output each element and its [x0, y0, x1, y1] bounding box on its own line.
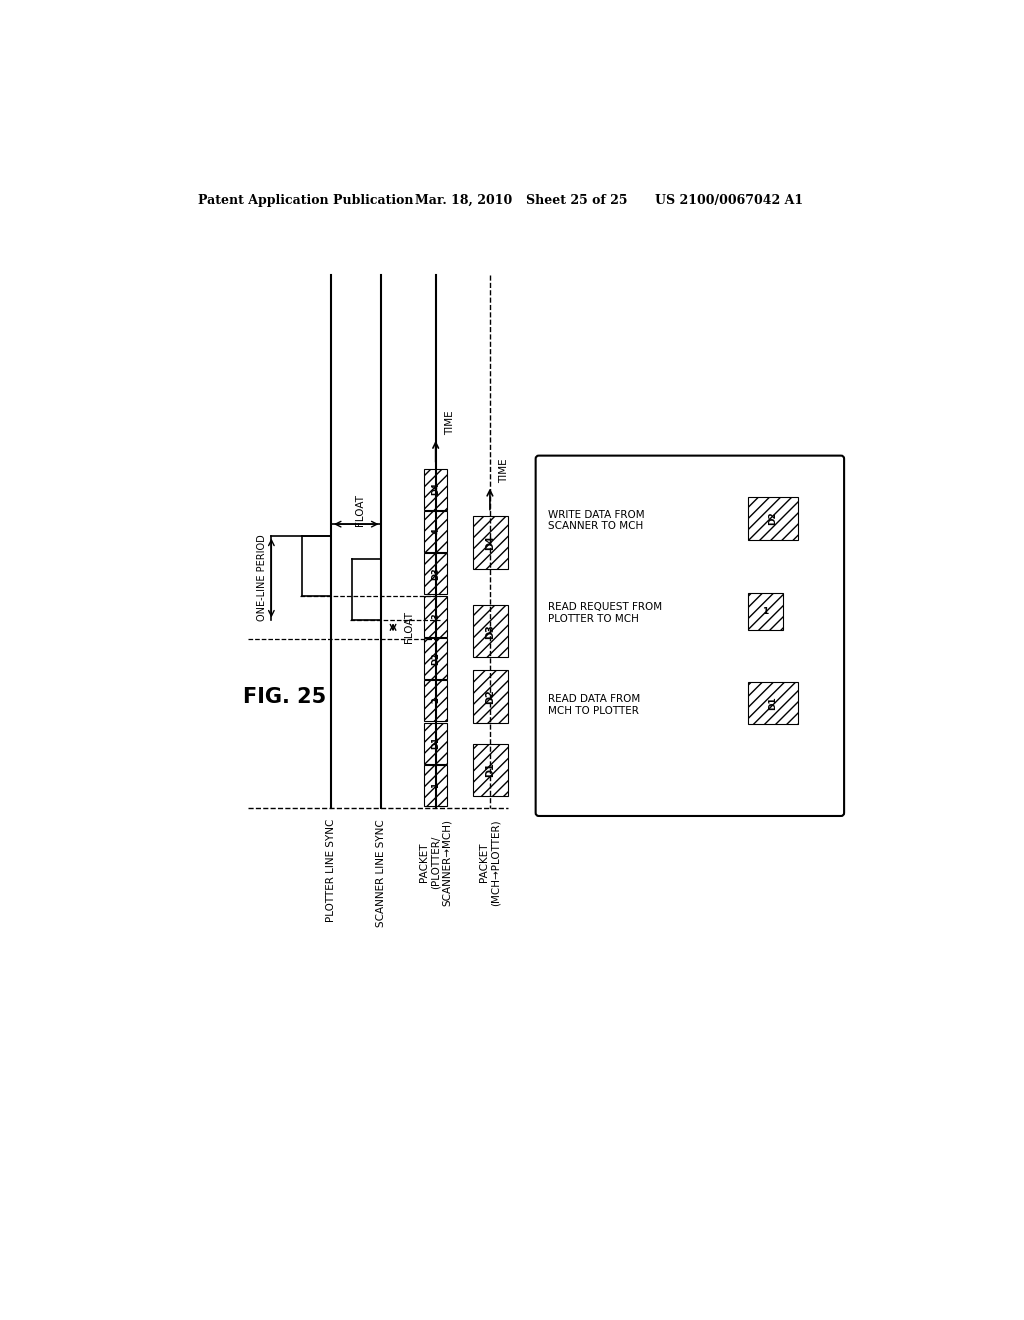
Text: D2: D2: [431, 652, 440, 664]
Text: PACKET
(MCH→PLOTTER): PACKET (MCH→PLOTTER): [479, 818, 501, 906]
Bar: [473, 671, 508, 723]
Bar: [748, 682, 799, 725]
Bar: [748, 594, 783, 631]
Text: D4: D4: [431, 482, 440, 495]
Text: D1: D1: [768, 696, 777, 710]
Text: 1: 1: [762, 607, 768, 616]
Text: D1: D1: [485, 763, 495, 777]
Bar: [748, 498, 799, 540]
Text: READ DATA FROM
MCH TO PLOTTER: READ DATA FROM MCH TO PLOTTER: [548, 694, 640, 715]
Bar: [424, 723, 447, 763]
Bar: [424, 511, 447, 552]
Text: Sheet 25 of 25: Sheet 25 of 25: [525, 194, 627, 207]
Bar: [424, 681, 447, 721]
Bar: [424, 469, 447, 510]
Text: US 2100/0067042 A1: US 2100/0067042 A1: [655, 194, 803, 207]
Text: D1: D1: [431, 737, 440, 750]
Text: FLOAT: FLOAT: [355, 494, 366, 527]
Text: Patent Application Publication: Patent Application Publication: [198, 194, 414, 207]
Bar: [424, 553, 447, 594]
Text: PACKET
(PLOTTER/
SCANNER→MCH): PACKET (PLOTTER/ SCANNER→MCH): [419, 818, 453, 906]
Text: FLOAT: FLOAT: [403, 611, 414, 643]
Text: PLOTTER LINE SYNC: PLOTTER LINE SYNC: [326, 818, 336, 923]
Text: 2: 2: [431, 697, 440, 704]
Text: 4: 4: [431, 528, 440, 535]
Text: D2: D2: [485, 689, 495, 704]
Text: ONE-LINE PERIOD: ONE-LINE PERIOD: [257, 535, 267, 622]
Text: 1: 1: [431, 783, 440, 788]
Text: D4: D4: [485, 535, 495, 550]
Text: TIME: TIME: [444, 411, 455, 434]
Bar: [424, 595, 447, 636]
Bar: [424, 638, 447, 678]
Text: D3: D3: [485, 624, 495, 639]
Text: WRITE DATA FROM
SCANNER TO MCH: WRITE DATA FROM SCANNER TO MCH: [548, 510, 645, 531]
Text: SCANNER LINE SYNC: SCANNER LINE SYNC: [377, 818, 386, 927]
Text: D2: D2: [768, 511, 777, 525]
Bar: [473, 743, 508, 796]
Text: 3: 3: [431, 612, 440, 619]
Bar: [473, 605, 508, 657]
Bar: [424, 766, 447, 807]
Text: TIME: TIME: [499, 458, 509, 483]
Bar: [473, 516, 508, 569]
Text: Mar. 18, 2010: Mar. 18, 2010: [415, 194, 512, 207]
FancyBboxPatch shape: [536, 455, 844, 816]
Text: D3: D3: [431, 568, 440, 579]
Text: FIG. 25: FIG. 25: [243, 688, 326, 708]
Text: READ REQUEST FROM
PLOTTER TO MCH: READ REQUEST FROM PLOTTER TO MCH: [548, 602, 663, 623]
